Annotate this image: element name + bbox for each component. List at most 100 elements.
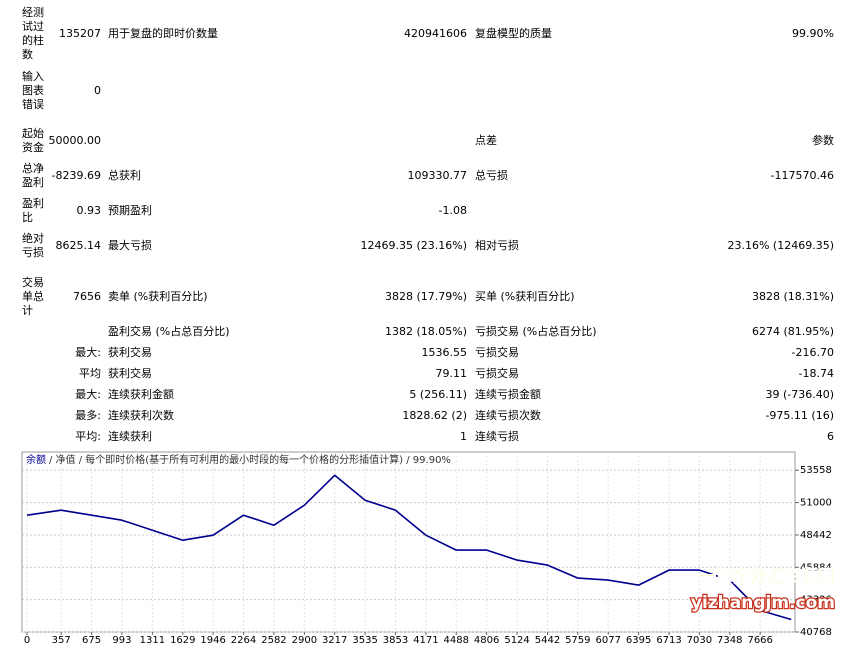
field-label: 买单 (%获利百分比) <box>475 290 575 303</box>
field-label: 总获利 <box>108 169 141 182</box>
field-label: 连续亏损金额 <box>475 388 541 401</box>
field-value: 3828 (18.31%) <box>751 290 834 303</box>
x-tick-label: 6713 <box>656 635 681 646</box>
field-label: 连续获利 <box>108 430 152 443</box>
legend-entry: 余额 <box>26 453 46 466</box>
field-value: -216.70 <box>791 346 834 359</box>
y-tick-label: 43326 <box>800 595 832 606</box>
field-value: -1.08 <box>438 204 467 217</box>
x-tick-label: 4488 <box>444 635 469 646</box>
row-label: 总净盈利 <box>22 162 44 189</box>
field-label: 相对亏损 <box>475 239 519 252</box>
field-label: 预期盈利 <box>108 204 152 217</box>
row-value: 135207 <box>59 27 101 40</box>
x-tick-label: 4171 <box>413 635 438 646</box>
field-label: 总亏损 <box>475 169 508 182</box>
field-value: 3828 (17.79%) <box>384 290 467 303</box>
field-value: 6274 (81.95%) <box>751 325 834 338</box>
field-value: 1382 (18.05%) <box>384 325 467 338</box>
field-value: 6 <box>827 430 834 443</box>
field-value: 5 (256.11) <box>409 388 467 401</box>
x-tick-label: 3535 <box>352 635 377 646</box>
y-tick-label: 53558 <box>800 465 832 476</box>
x-tick-label: 5442 <box>535 635 560 646</box>
row-value: -8239.69 <box>51 169 101 182</box>
plot-frame <box>21 451 796 633</box>
watermark-url: yizhangjm.com <box>691 593 835 613</box>
field-value: 23.16% (12469.35) <box>727 239 834 252</box>
field-value: 12469.35 (23.16%) <box>360 239 467 252</box>
row-value: 8625.14 <box>55 239 102 252</box>
field-label: 盈利交易 (%占总百分比) <box>108 325 230 338</box>
row-value: 0 <box>94 84 101 97</box>
field-value: 参数 <box>812 134 834 147</box>
y-tick-label: 40768 <box>800 627 832 638</box>
field-label: 最大亏损 <box>108 239 152 252</box>
balance-line <box>26 474 792 621</box>
x-tick-label: 1629 <box>170 635 195 646</box>
x-tick-label: 357 <box>52 635 71 646</box>
field-label: 连续亏损 <box>475 430 519 443</box>
field-value: 1828.62 (2) <box>402 409 467 422</box>
field-value: -975.11 (16) <box>765 409 834 422</box>
field-label: 连续获利次数 <box>108 409 174 422</box>
field-label: 亏损交易 <box>475 346 519 359</box>
x-tick-label: 0 <box>24 635 30 646</box>
x-tick-label: 1946 <box>200 635 225 646</box>
field-label: 点差 <box>475 134 497 147</box>
watermark-text: 一掌金外汇资源网 <box>699 566 835 587</box>
field-value: 1536.55 <box>421 346 468 359</box>
field-label: 卖单 (%获利百分比) <box>108 290 208 303</box>
x-tick-label: 7030 <box>687 635 712 646</box>
x-tick-label: 5124 <box>504 635 529 646</box>
x-tick-label: 7348 <box>717 635 742 646</box>
row-value: 平均: <box>75 430 101 443</box>
field-label: 用于复盘的即时价数量 <box>108 27 218 40</box>
chart-subtitle: / 净值 / 每个即时价格(基于所有可利用的最小时段的每一个价格的分形插值计算)… <box>49 453 451 466</box>
row-value: 最多: <box>75 409 101 422</box>
x-tick-label: 2264 <box>231 635 256 646</box>
field-value: 99.90% <box>792 27 834 40</box>
x-tick-label: 4806 <box>474 635 499 646</box>
x-tick-label: 993 <box>112 635 131 646</box>
row-label: 盈利比 <box>22 197 44 224</box>
field-value: 1 <box>460 430 467 443</box>
field-value: 79.11 <box>435 367 468 380</box>
x-tick-label: 2900 <box>292 635 317 646</box>
row-label: 交易单总计 <box>22 276 44 317</box>
field-label: 连续获利金额 <box>108 388 174 401</box>
field-label: 亏损交易 (%占总百分比) <box>475 325 597 338</box>
field-value: 109330.77 <box>407 169 468 182</box>
x-tick-label: 2582 <box>261 635 286 646</box>
row-value: 7656 <box>73 290 101 303</box>
x-tick-label: 7666 <box>747 635 772 646</box>
row-value: 平均 <box>79 367 101 380</box>
field-value: 39 (-736.40) <box>765 388 834 401</box>
y-tick-label: 51000 <box>800 498 832 509</box>
x-tick-label: 1311 <box>140 635 165 646</box>
field-label: 复盘模型的质量 <box>475 27 552 40</box>
row-value: 最大: <box>75 388 101 401</box>
row-label: 输入图表错误 <box>22 70 44 111</box>
row-value: 50000.00 <box>48 134 102 147</box>
field-label: 亏损交易 <box>475 367 519 380</box>
y-tick-label: 48442 <box>800 530 832 541</box>
row-value: 最大: <box>75 346 101 359</box>
row-value: 0.93 <box>76 204 102 217</box>
field-value: -117570.46 <box>770 169 834 182</box>
field-label: 连续亏损次数 <box>475 409 541 422</box>
row-label: 起始资金 <box>22 127 44 154</box>
legend: 余额 / 净值 / 每个即时价格(基于所有可利用的最小时段的每一个价格的分形插值计… <box>26 453 451 466</box>
x-tick-label: 675 <box>82 635 101 646</box>
x-tick-label: 3217 <box>322 635 347 646</box>
x-tick-label: 6077 <box>595 635 620 646</box>
row-label: 经测试过的柱数 <box>22 6 44 61</box>
x-tick-label: 5759 <box>565 635 590 646</box>
x-tick-label: 6395 <box>626 635 651 646</box>
y-tick-label: 45884 <box>800 562 832 573</box>
field-label: 获利交易 <box>108 367 152 380</box>
field-value: 420941606 <box>404 27 467 40</box>
field-value: -18.74 <box>798 367 834 380</box>
